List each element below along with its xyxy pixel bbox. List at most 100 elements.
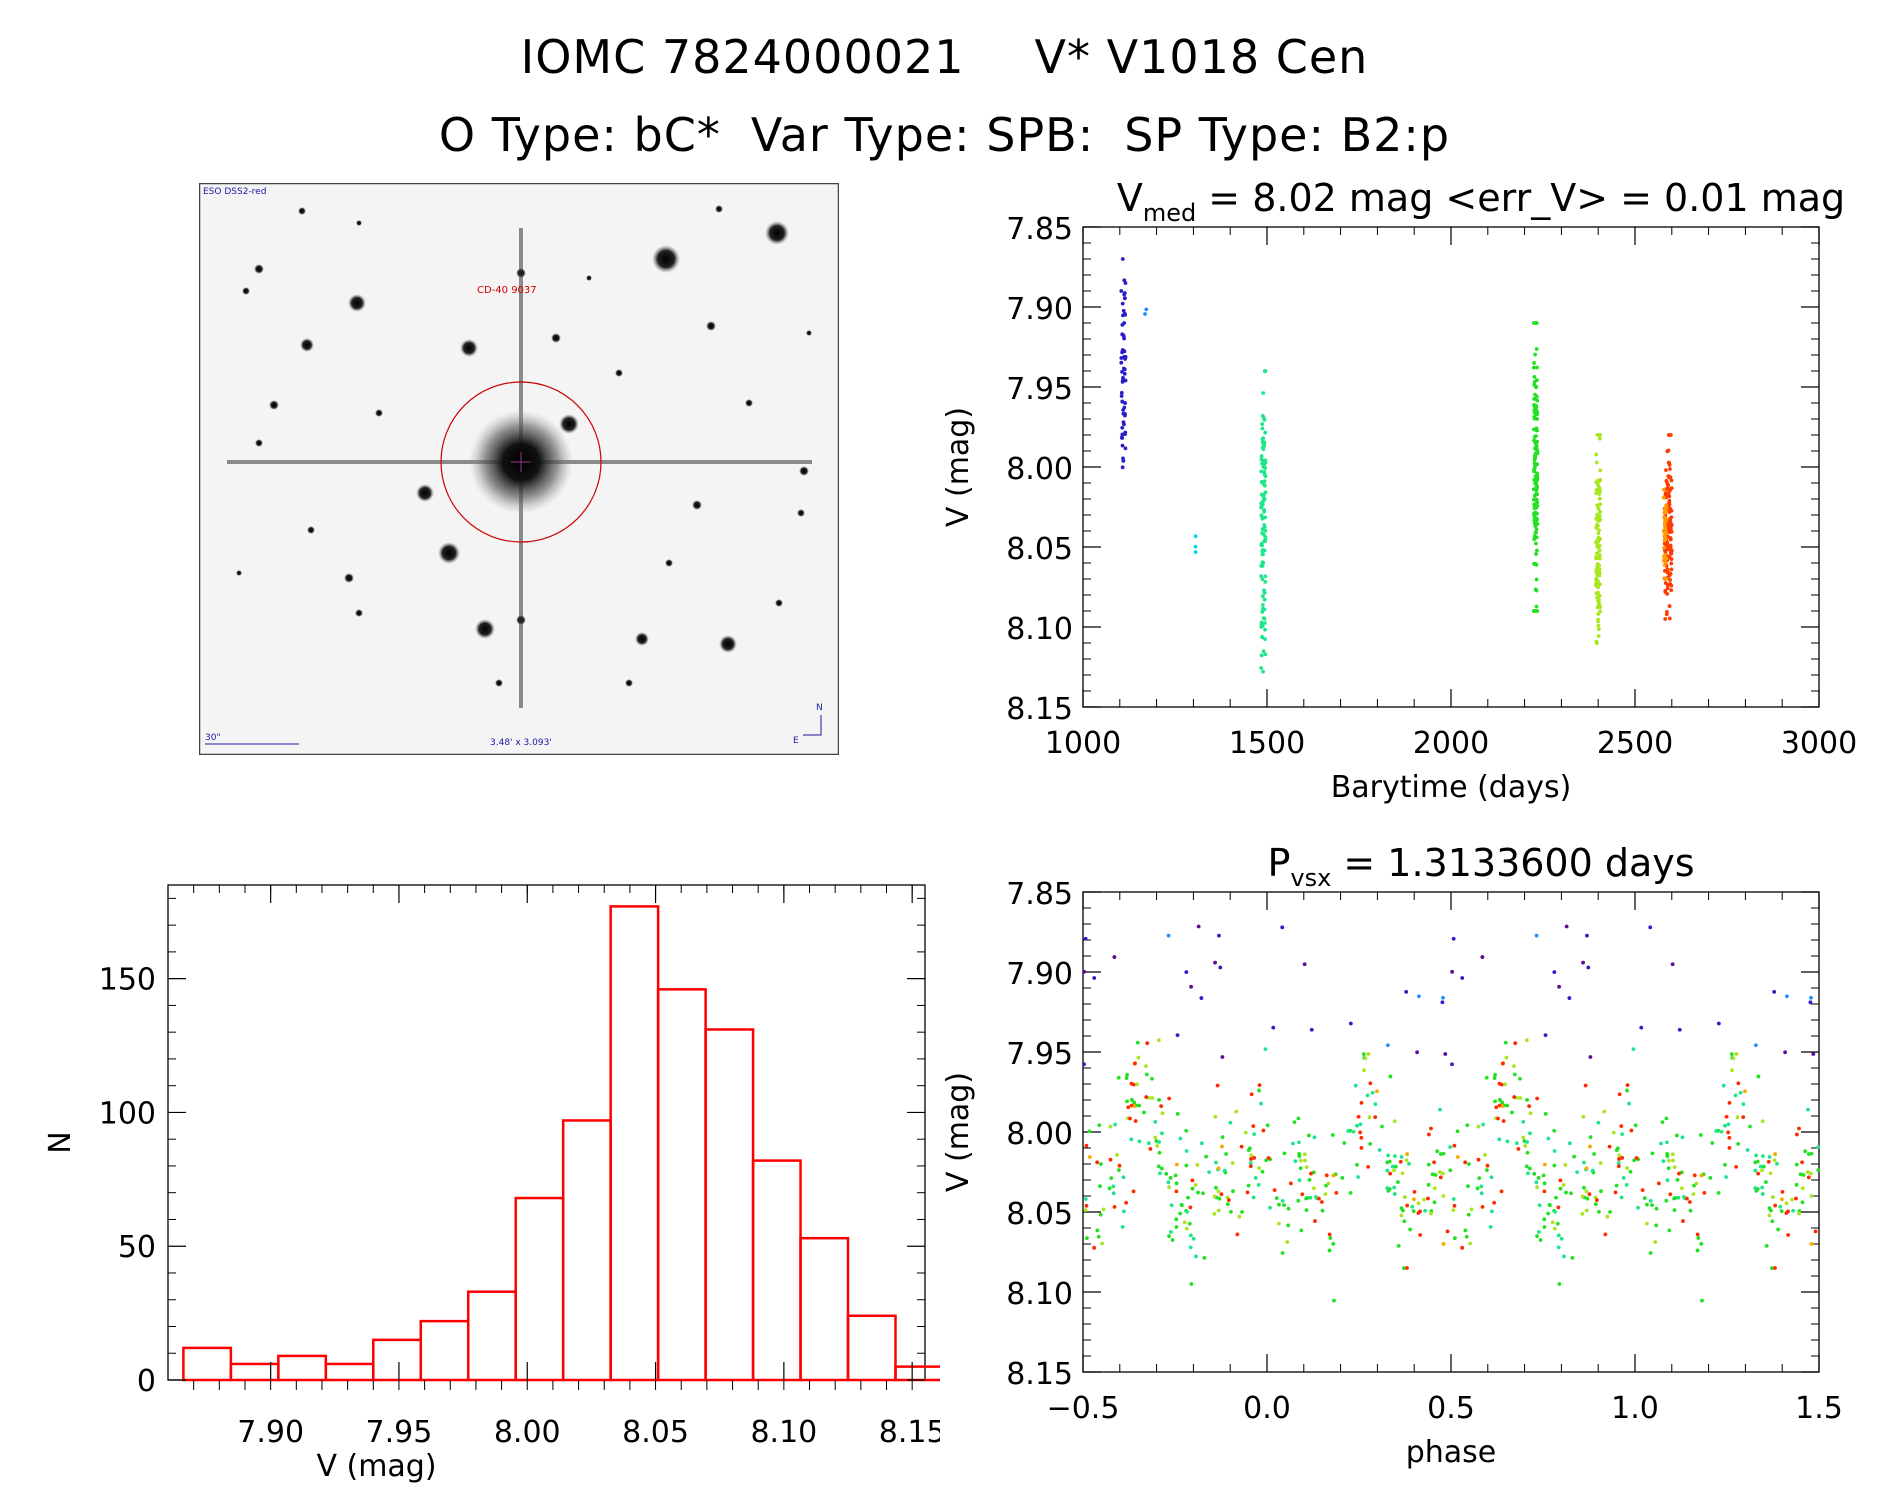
phased-point	[1160, 1111, 1165, 1116]
phased-point	[1097, 1123, 1102, 1128]
lightcurve-point	[1534, 527, 1539, 532]
lightcurve-point	[1262, 590, 1267, 594]
histogram-bar	[324, 1362, 375, 1382]
phased-point	[1570, 1255, 1575, 1260]
phased-point	[1607, 1144, 1612, 1149]
phased-point	[1465, 1123, 1470, 1128]
phased-point	[1484, 1168, 1489, 1173]
phased-point	[1721, 1083, 1726, 1088]
phased-point	[1543, 1162, 1547, 1167]
phased-point	[1160, 1131, 1164, 1136]
phased-point	[1588, 1135, 1593, 1140]
phased-point	[1727, 1100, 1732, 1105]
phased-point	[1355, 1162, 1359, 1167]
phased-point	[1237, 1214, 1242, 1219]
lightcurve-point	[1662, 487, 1666, 492]
phased-point	[1767, 1213, 1772, 1218]
lightcurve-point	[1594, 641, 1599, 645]
phased-point	[1224, 1152, 1229, 1156]
y-tick-label: 8.00	[1006, 452, 1073, 487]
phased-point	[1783, 1050, 1788, 1055]
phased-point	[1411, 1209, 1416, 1214]
phased-point	[1488, 1225, 1493, 1229]
lightcurve-point	[1119, 289, 1124, 293]
lightcurve-point	[1663, 532, 1668, 536]
phased-point	[1153, 1135, 1158, 1140]
lightcurve-point	[1669, 523, 1674, 528]
phased-point	[1617, 1092, 1622, 1097]
phased-point	[1685, 1196, 1689, 1201]
phased-point	[1190, 1178, 1195, 1183]
phased-point	[1259, 1101, 1263, 1106]
phased-point	[1115, 1152, 1119, 1157]
lightcurve-point	[1597, 492, 1602, 496]
lightcurve-point	[1597, 479, 1602, 483]
phased-point	[1304, 1208, 1309, 1213]
phased-point	[1672, 1208, 1677, 1213]
phased-point	[1628, 1169, 1633, 1174]
phased-point	[1695, 1248, 1700, 1253]
lightcurve-point	[1595, 515, 1600, 520]
phased-point	[1190, 1186, 1195, 1191]
phased-point	[1617, 1153, 1622, 1158]
phased-point	[1512, 1064, 1516, 1069]
lightcurve-point	[1260, 603, 1265, 607]
phased-point	[1084, 1143, 1089, 1148]
lightcurve-point	[1669, 561, 1674, 566]
phased-point	[1441, 1194, 1446, 1198]
phased-point	[1438, 1175, 1443, 1180]
phased-point	[1741, 1115, 1746, 1120]
phased-point	[1249, 1157, 1253, 1161]
phased-point	[1500, 1100, 1505, 1105]
phased-point	[1299, 1228, 1304, 1233]
phased-point	[1175, 1162, 1179, 1167]
phased-point	[1240, 1210, 1244, 1214]
phased-point	[1178, 1136, 1183, 1141]
phased-point	[1377, 1148, 1382, 1152]
lightcurve-point	[1535, 548, 1539, 553]
phased-point	[1497, 1137, 1502, 1142]
phased-point	[1307, 1177, 1312, 1182]
x-tick-label: 0.0	[1243, 1391, 1291, 1426]
phased-point	[1286, 1223, 1291, 1228]
phased-point	[1253, 1176, 1258, 1180]
phased-point	[1170, 1238, 1175, 1242]
phased-point	[1806, 1175, 1811, 1180]
lightcurve-point	[1120, 257, 1125, 261]
phased-point	[1212, 1211, 1217, 1216]
field-star	[775, 599, 783, 607]
lightcurve-point	[1535, 475, 1540, 480]
phased-point	[1760, 1119, 1765, 1124]
y-tick-label: 7.95	[1006, 372, 1073, 407]
phased-point	[1363, 1056, 1368, 1061]
lightcurve-point	[1598, 536, 1602, 541]
phased-point	[1087, 1155, 1092, 1159]
phased-point	[1596, 1120, 1601, 1125]
phased-point	[1772, 989, 1777, 994]
lightcurve-point	[1667, 604, 1672, 608]
phased-point	[1450, 969, 1455, 974]
y-tick-label: 100	[99, 1096, 156, 1131]
lightcurve-point	[1665, 583, 1670, 587]
lightcurve-point	[1662, 563, 1667, 568]
phased-point	[1112, 955, 1117, 959]
phased-point	[1797, 1126, 1801, 1131]
phased-point	[1556, 1245, 1561, 1250]
field-star	[799, 466, 809, 476]
lightcurve-point	[1668, 544, 1672, 548]
phased-point	[1483, 1152, 1487, 1157]
phased-point	[1455, 1129, 1460, 1134]
lightcurve-point	[1260, 594, 1265, 599]
phased-point	[1251, 1124, 1256, 1129]
lightcurve-point	[1263, 490, 1268, 495]
phased-point	[1392, 1192, 1397, 1196]
phased-point	[1261, 1128, 1266, 1133]
phased-point	[1734, 1164, 1739, 1169]
target-label: CD-40 9037	[477, 285, 537, 296]
phased-point	[1274, 1196, 1279, 1201]
lightcurve-point	[1666, 483, 1670, 488]
phased-point	[1252, 1155, 1257, 1160]
lightcurve-point	[1532, 438, 1536, 443]
phased-point	[1082, 969, 1087, 974]
phased-point	[1326, 1181, 1331, 1186]
